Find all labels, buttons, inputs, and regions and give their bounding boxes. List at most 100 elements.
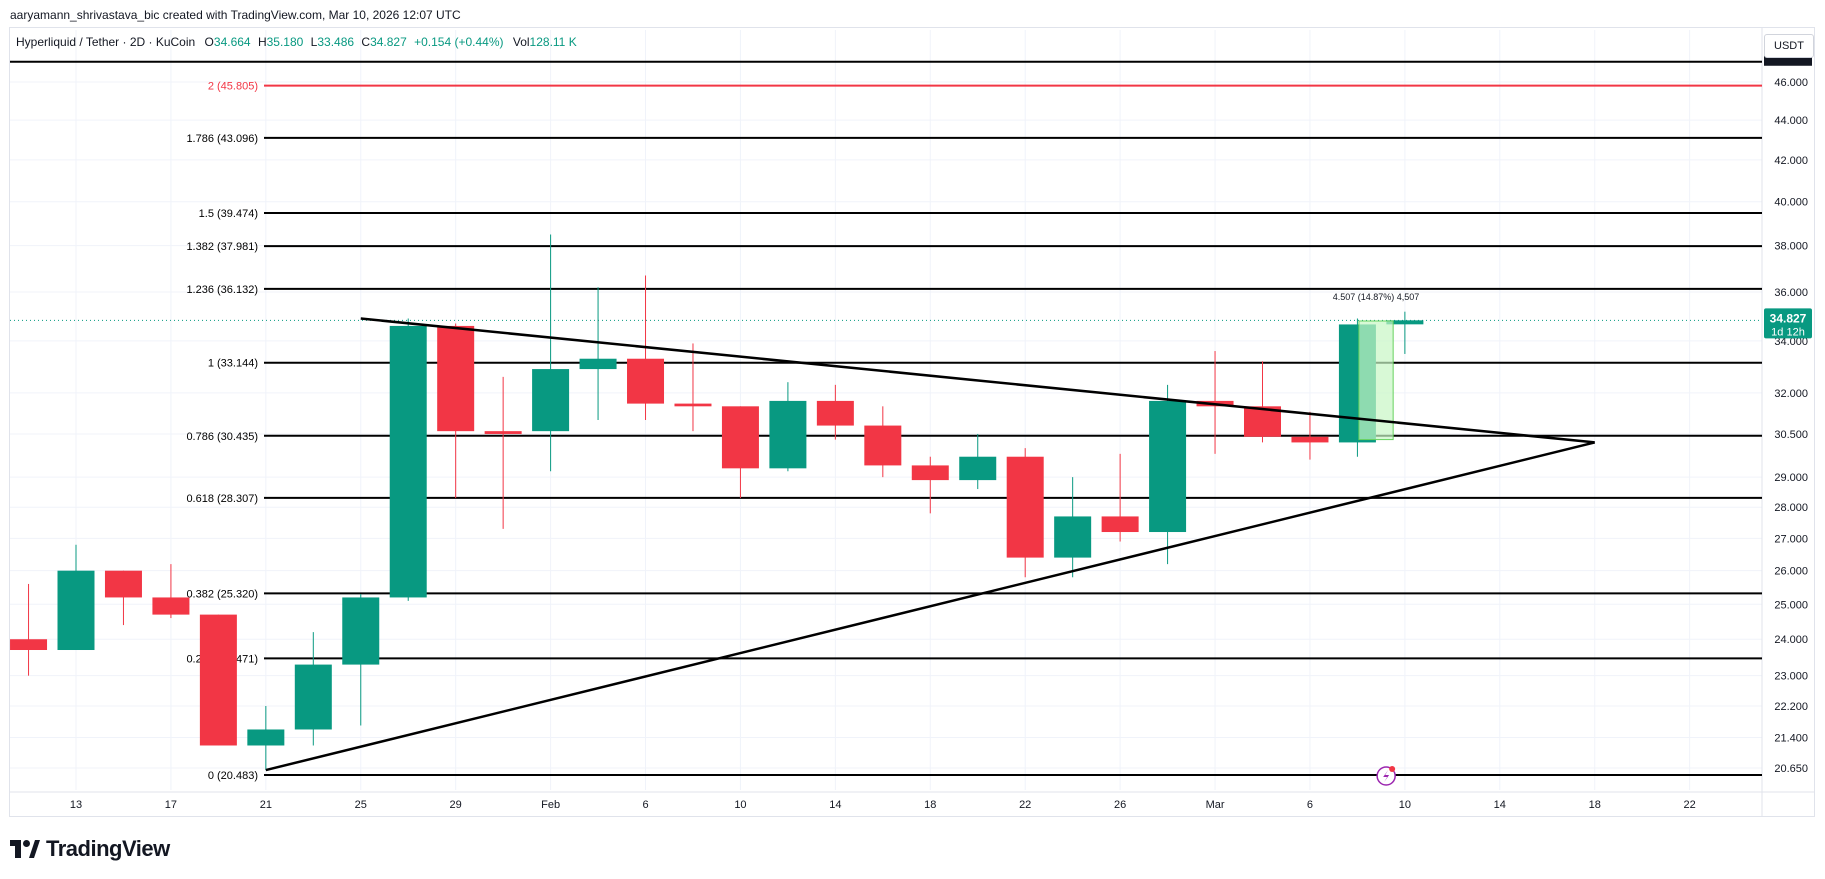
price-tick-label: 34.000 [1774,336,1808,348]
high-label: H [257,35,267,49]
volume-value: 128.11 K [529,35,577,49]
candle[interactable] [389,325,427,598]
candle[interactable] [152,597,190,615]
time-tick-label: 17 [165,799,177,811]
price-tick-label: 40.000 [1774,197,1808,209]
price-tick-label: 30.500 [1774,429,1808,441]
trend-line-lower[interactable] [265,441,1596,772]
candle[interactable] [816,400,854,426]
time-tick-label: 10 [1399,799,1411,811]
candle[interactable] [721,406,759,469]
candle[interactable] [199,614,237,746]
open-value: 34.664 [213,35,251,49]
candle[interactable] [10,639,48,651]
time-tick-label: 18 [924,799,936,811]
symbol-legend: Hyperliquid / Tether · 2D · KuCoin O34.6… [16,35,577,49]
time-tick-label: 6 [1307,799,1313,811]
candle[interactable] [294,664,332,730]
candle[interactable] [532,369,570,432]
candle[interactable] [57,570,95,651]
lightning-icon [1383,770,1390,782]
time-tick-label: 29 [450,799,462,811]
price-tick-label: 44.000 [1774,115,1808,127]
last-price-tag [1764,308,1812,339]
fib-level-label: 2 (45.805) [208,81,258,93]
candle[interactable] [104,570,142,598]
time-tick-label: 22 [1684,799,1696,811]
last-price-value: 34.827 [1770,311,1807,325]
low-label: L [310,35,318,49]
time-tick-label: 26 [1114,799,1126,811]
candle[interactable] [1291,436,1329,443]
open-label: O [204,35,214,49]
trend-line-upper[interactable] [360,317,1595,444]
chart-credit: aaryamann_shrivastava_bic created with T… [10,8,461,22]
change-value: +0.154 (+0.44%) [414,35,504,49]
candle[interactable] [484,431,522,434]
price-tick-label: 20.650 [1774,763,1808,775]
low-value: 33.486 [317,35,355,49]
candle[interactable] [769,400,807,469]
time-tick-label: 18 [1589,799,1601,811]
price-tick-label: 28.000 [1774,502,1808,514]
fib-level-label: 1.382 (37.981) [186,241,258,253]
fib-level-label: 1.236 (36.132) [186,284,258,296]
price-tick-label: 36.000 [1774,287,1808,299]
candle[interactable] [437,325,475,432]
top-line-price-tag [1764,55,1812,66]
candle[interactable] [1149,400,1187,533]
candle[interactable] [1101,516,1139,533]
price-tick-label: 27.000 [1774,533,1808,545]
time-tick-label: 13 [70,799,82,811]
candle[interactable] [864,425,902,466]
price-tick-label: 22.200 [1774,701,1808,713]
close-label: C [361,35,371,49]
close-value: 34.827 [370,35,407,49]
candle[interactable] [911,465,949,481]
fib-level-label: 1 (33.144) [208,358,258,370]
high-value: 35.180 [266,35,304,49]
candle[interactable] [627,358,665,404]
time-tick-label: 10 [734,799,746,811]
time-tick-label: 25 [355,799,367,811]
price-tick-label: 26.000 [1774,566,1808,578]
price-tick-label: 32.000 [1774,388,1808,400]
currency-unit-button[interactable]: USDT [1764,34,1814,58]
fib-level-label: 1.786 (43.096) [186,133,258,145]
fib-level-label: 1.5 (39.474) [199,208,258,220]
symbol-name[interactable]: Hyperliquid / Tether · 2D · KuCoin [16,35,196,49]
event-badge-dot [1389,766,1396,772]
price-tick-label: 29.000 [1774,472,1808,484]
fib-level-label: 0.618 (28.307) [186,493,258,505]
candle[interactable] [579,358,617,370]
price-tick-label: 21.400 [1774,732,1808,744]
measure-label: 4.507 (14.87%) 4,507 [1333,292,1420,302]
candle[interactable] [247,729,285,746]
price-tick-label: 38.000 [1774,241,1808,253]
price-tick-label: 23.000 [1774,671,1808,683]
fib-level-label: 0 (20.483) [208,770,258,782]
candle[interactable] [1006,456,1044,558]
time-tick-label: 21 [260,799,272,811]
time-tick-label: 14 [1494,799,1506,811]
candle[interactable] [1054,516,1092,558]
fib-level-label: 0.786 (30.435) [186,431,258,443]
time-tick-label: 6 [642,799,648,811]
time-tick-label: 22 [1019,799,1031,811]
candle[interactable] [959,456,997,481]
price-tick-label: 42.000 [1774,155,1808,167]
brand-name: TradingView [46,836,170,861]
time-tick-label: 14 [829,799,841,811]
fib-level-label: 0.382 (25.320) [186,588,258,600]
candle[interactable] [342,597,380,665]
price-tick-label: 24.000 [1774,634,1808,646]
bar-countdown: 1d 12h [1771,326,1805,338]
price-tick-label: 46.000 [1774,77,1808,89]
candle[interactable] [674,403,712,407]
time-tick-label: Mar [1206,799,1225,811]
price-tick-label: 25.000 [1774,599,1808,611]
tradingview-logo-icon [10,840,40,858]
candle[interactable] [1386,320,1424,325]
tradingview-logo: TradingView [10,836,170,862]
